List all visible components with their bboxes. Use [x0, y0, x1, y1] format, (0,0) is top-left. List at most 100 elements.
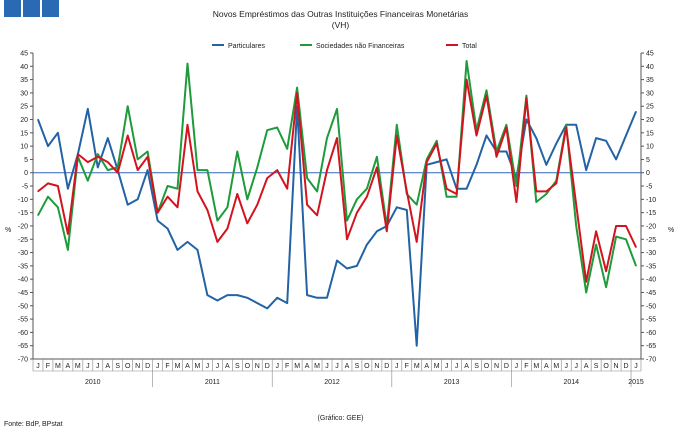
x-tick-label-month: N — [255, 363, 260, 370]
data-point-particulares — [57, 132, 59, 134]
data-point-particulares — [575, 124, 577, 126]
x-tick-label-month: O — [603, 363, 609, 370]
data-point-total — [436, 142, 438, 145]
y-tick-label-left: -15 — [18, 210, 28, 217]
data-point-sociedades-n-o-financeiras — [605, 286, 607, 288]
data-point-total — [416, 241, 418, 243]
data-point-total — [386, 230, 388, 232]
data-point-particulares — [535, 137, 537, 139]
series-line-sociedades-n-o-financeiras — [37, 60, 637, 294]
data-point-particulares — [336, 259, 338, 262]
x-tick-label-month: D — [145, 363, 150, 370]
data-point-sociedades-n-o-financeiras — [306, 177, 308, 179]
data-point-particulares — [276, 297, 278, 299]
data-point-total — [196, 190, 199, 192]
data-point-total — [87, 161, 89, 163]
data-point-total — [166, 196, 169, 198]
y-tick-label-right: -60 — [646, 330, 656, 337]
data-point-total — [615, 225, 617, 227]
x-tick-label-month: F — [524, 363, 528, 370]
data-point-particulares — [246, 297, 248, 299]
data-point-sociedades-n-o-financeiras — [216, 220, 218, 222]
chart-title: Novos Empréstimos das Outras Instituiçõe… — [212, 9, 469, 19]
data-point-total — [77, 153, 79, 155]
y-tick-label-right: -30 — [646, 250, 656, 257]
data-point-sociedades-n-o-financeiras — [166, 185, 169, 187]
y-tick-label-left: 0 — [24, 170, 28, 177]
data-point-total — [107, 161, 109, 163]
data-point-particulares — [147, 169, 149, 171]
data-point-particulares — [505, 150, 508, 153]
x-tick-label-month: M — [75, 363, 81, 370]
data-point-particulares — [206, 294, 209, 296]
x-tick-label-month: J — [564, 363, 568, 370]
data-point-sociedades-n-o-financeiras — [595, 243, 597, 246]
y-tick-label-right: 0 — [646, 170, 650, 177]
y-axis-label-right: % — [668, 227, 674, 234]
y-tick-label-right: -10 — [646, 197, 656, 204]
y-tick-label-right: -50 — [646, 303, 656, 310]
data-point-sociedades-n-o-financeiras — [97, 153, 99, 155]
data-point-sociedades-n-o-financeiras — [266, 129, 268, 131]
y-tick-label-left: -50 — [18, 303, 28, 310]
x-tick-label-month: M — [55, 363, 61, 370]
x-tick-label-month: F — [285, 363, 289, 370]
chart-subtitle: (VH) — [331, 20, 350, 30]
y-tick-label-left: -10 — [18, 197, 28, 204]
data-point-total — [326, 169, 328, 171]
data-point-total — [266, 177, 268, 179]
x-tick-label-month: M — [414, 363, 420, 370]
y-tick-label-right: 45 — [646, 51, 654, 58]
data-point-sociedades-n-o-financeiras — [236, 150, 238, 153]
x-tick-label-month: J — [206, 363, 210, 370]
data-point-particulares — [156, 220, 159, 222]
data-point-sociedades-n-o-financeiras — [206, 169, 209, 171]
x-tick-label-month: J — [86, 363, 90, 370]
data-point-particulares — [226, 294, 228, 296]
data-point-sociedades-n-o-financeiras — [416, 204, 418, 206]
data-point-particulares — [595, 137, 597, 139]
x-tick-label-month: M — [294, 363, 300, 370]
x-tick-label-month: M — [175, 363, 181, 370]
data-point-total — [366, 196, 368, 198]
y-tick-label-left: 20 — [20, 117, 28, 124]
data-point-particulares — [545, 164, 547, 166]
x-tick-label-month: M — [533, 363, 539, 370]
data-point-total — [147, 156, 149, 158]
data-point-particulares — [446, 158, 448, 161]
data-point-particulares — [525, 118, 527, 121]
y-tick-label-left: 5 — [24, 157, 28, 164]
x-tick-label-month: F — [165, 363, 169, 370]
data-point-total — [585, 281, 587, 283]
y-tick-label-right: 15 — [646, 130, 654, 137]
data-point-total — [336, 137, 338, 139]
data-point-total — [505, 126, 508, 129]
header-square-1 — [4, 0, 21, 17]
data-point-total — [37, 190, 39, 192]
data-point-sociedades-n-o-financeiras — [226, 206, 228, 208]
x-tick-label-year: 2010 — [85, 379, 101, 386]
data-point-total — [625, 225, 627, 227]
y-tick-label-left: -55 — [18, 317, 28, 324]
x-tick-label-month: S — [235, 363, 240, 370]
data-point-total — [206, 209, 209, 211]
y-tick-label-left: 40 — [20, 64, 28, 71]
x-tick-label-month: M — [195, 363, 201, 370]
x-tick-label-month: D — [384, 363, 389, 370]
data-point-total — [376, 166, 378, 169]
y-tick-label-left: -5 — [22, 184, 28, 191]
data-point-total — [635, 246, 637, 248]
header-square-3 — [42, 0, 59, 17]
y-tick-label-right: -40 — [646, 277, 656, 284]
x-tick-label-month: A — [584, 363, 589, 370]
y-tick-label-left: 45 — [20, 51, 28, 58]
y-tick-label-right: 25 — [646, 104, 654, 111]
data-point-total — [475, 134, 478, 137]
y-tick-label-left: -25 — [18, 237, 28, 244]
x-tick-label-month: J — [275, 363, 279, 370]
x-tick-label-month: F — [405, 363, 409, 370]
data-point-total — [446, 188, 448, 190]
data-point-sociedades-n-o-financeiras — [366, 188, 368, 190]
data-point-total — [47, 182, 49, 184]
data-point-particulares — [176, 249, 179, 251]
